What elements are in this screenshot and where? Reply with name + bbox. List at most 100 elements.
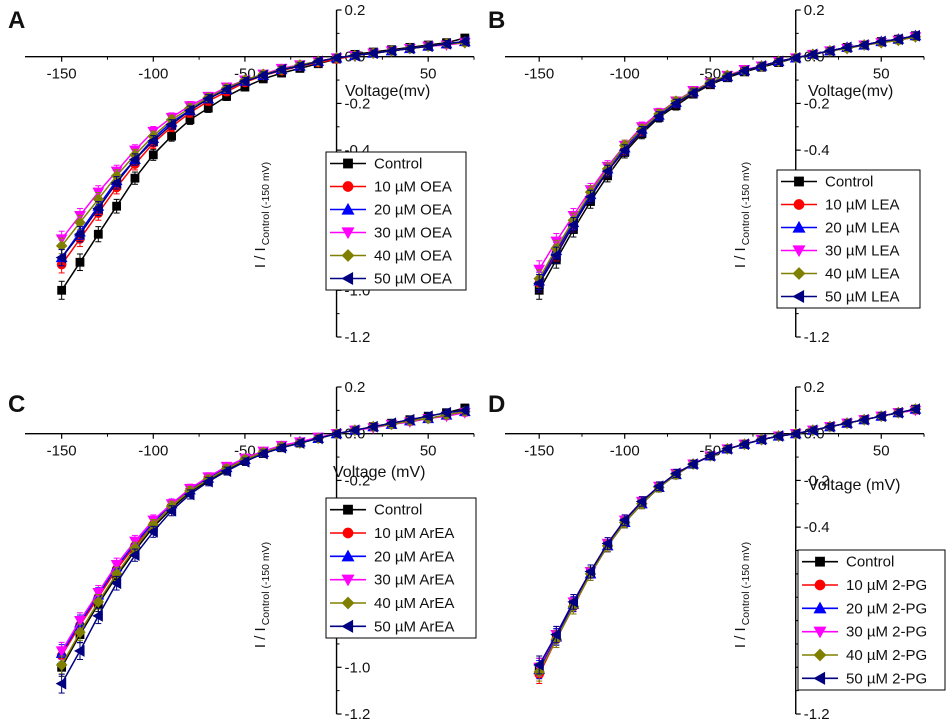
data-point [738,438,749,451]
legend-marker [813,648,827,662]
legend-label: 20 µM 2-PG [846,600,927,617]
y-axis-label-text: I / I Control (-150 mV) [252,542,272,648]
y-axis-label-subscript: Control (-150 mV) [740,542,752,625]
data-point [618,514,630,527]
data-point [275,63,287,76]
data-point [550,249,561,262]
data-point [220,465,232,477]
y-tick-label: 0.2 [345,2,366,19]
legend-label: 20 µM ArEA [374,548,454,565]
data-point [772,55,784,68]
legend-label: Control [825,174,873,191]
data-point [330,427,342,440]
legend-box [797,549,946,691]
x-tick-label: -150 [524,66,554,83]
data-point [348,49,360,62]
data-point [293,437,305,449]
legend-box [776,169,921,309]
y-axis-label-main: I / I [732,247,749,268]
data-point [635,125,647,138]
data-point [93,229,103,239]
legend-marker [343,504,353,515]
legend-label: 50 µM LEA [825,289,900,306]
data-point [202,475,213,488]
y-axis-label-subscript: Control (-150 mV) [260,542,272,625]
x-axis-label: Voltage(mv) [345,83,430,100]
data-point [635,495,647,508]
data-point [75,257,85,267]
panel-letter: A [8,7,25,34]
chart-panel-d: D-150-100-5050-1.2-1.0-0.8-0.6-0.4-0.20.… [488,379,946,721]
panel-letter: C [8,391,25,418]
legend-marker [341,249,355,262]
series-5 [55,35,470,267]
data-point [618,144,630,157]
series-5 [55,404,470,694]
legend-label: 40 µM LEA [825,266,900,283]
legend-label: 50 µM 2-PG [846,670,927,687]
legend-label: Control [374,502,422,519]
data-point [533,659,544,671]
data-point [440,37,452,50]
data-point [110,176,122,189]
data-point [128,153,140,166]
data-point [806,424,818,437]
data-point [687,87,698,99]
data-point [165,504,177,517]
data-point [909,29,921,42]
legend-label: 40 µM OEA [374,248,452,265]
legend-marker [814,579,826,591]
legend-label: 50 µM ArEA [374,618,454,635]
chart-panel-c: C-150-100-5050-1.2-1.0-0.8-0.6-0.4-0.20.… [8,379,477,721]
data-point [567,219,578,231]
data-point [440,406,452,419]
chart-panel-b: B-150-100-5050-1.2-1.0-0.8-0.6-0.4-0.20.… [488,2,925,346]
panel-letter: B [488,7,505,34]
legend-label: 20 µM OEA [374,202,452,219]
legend-marker [341,271,354,286]
data-point [652,480,664,493]
y-tick-label: -0.2 [804,95,830,112]
data-point [458,404,470,417]
data-point [403,413,415,426]
legend-label: 50 µM OEA [374,271,452,288]
legend-marker [794,176,804,187]
y-tick-label: -0.4 [804,142,830,159]
data-point [533,277,544,290]
data-point [875,35,886,48]
y-axis-label-text: I / I Control (-150 mV) [732,162,752,268]
data-point [55,659,68,671]
legend-marker [815,556,825,567]
data-point [909,403,921,416]
legend-label: 40 µM 2-PG [846,647,927,664]
y-axis-label-text: I / I Control (-150 mV) [732,542,752,648]
y-tick-label: -1.2 [345,329,371,346]
y-tick-label: -1.2 [804,329,830,346]
data-point [165,118,177,131]
data-point [147,525,158,538]
y-tick-label: 0.2 [804,2,825,19]
data-point [129,536,141,548]
data-point [330,52,342,64]
data-point [385,44,397,57]
data-point [73,228,85,241]
data-point [875,410,886,423]
data-point [721,70,732,83]
data-point [789,52,801,64]
chart-panel-a: A-150-100-5050-1.2-1.0-0.8-0.6-0.4-0.20.… [8,2,475,346]
panel-letter: D [488,391,505,418]
y-tick-label: -1.0 [345,659,371,676]
y-axis-label-main: I / I [252,247,269,268]
legend-marker [793,199,805,210]
legend-label: 10 µM ArEA [374,525,454,542]
x-tick-label: -100 [138,66,168,83]
y-axis-label-subscript: Control (-150 mV) [740,162,752,245]
x-tick-label: -150 [47,443,77,460]
y-axis-label-main: I / I [732,627,749,648]
y-axis-label-main: I / I [252,627,269,648]
data-point [385,417,397,430]
data-point [220,83,232,96]
data-point [669,467,681,480]
data-point [704,450,715,462]
